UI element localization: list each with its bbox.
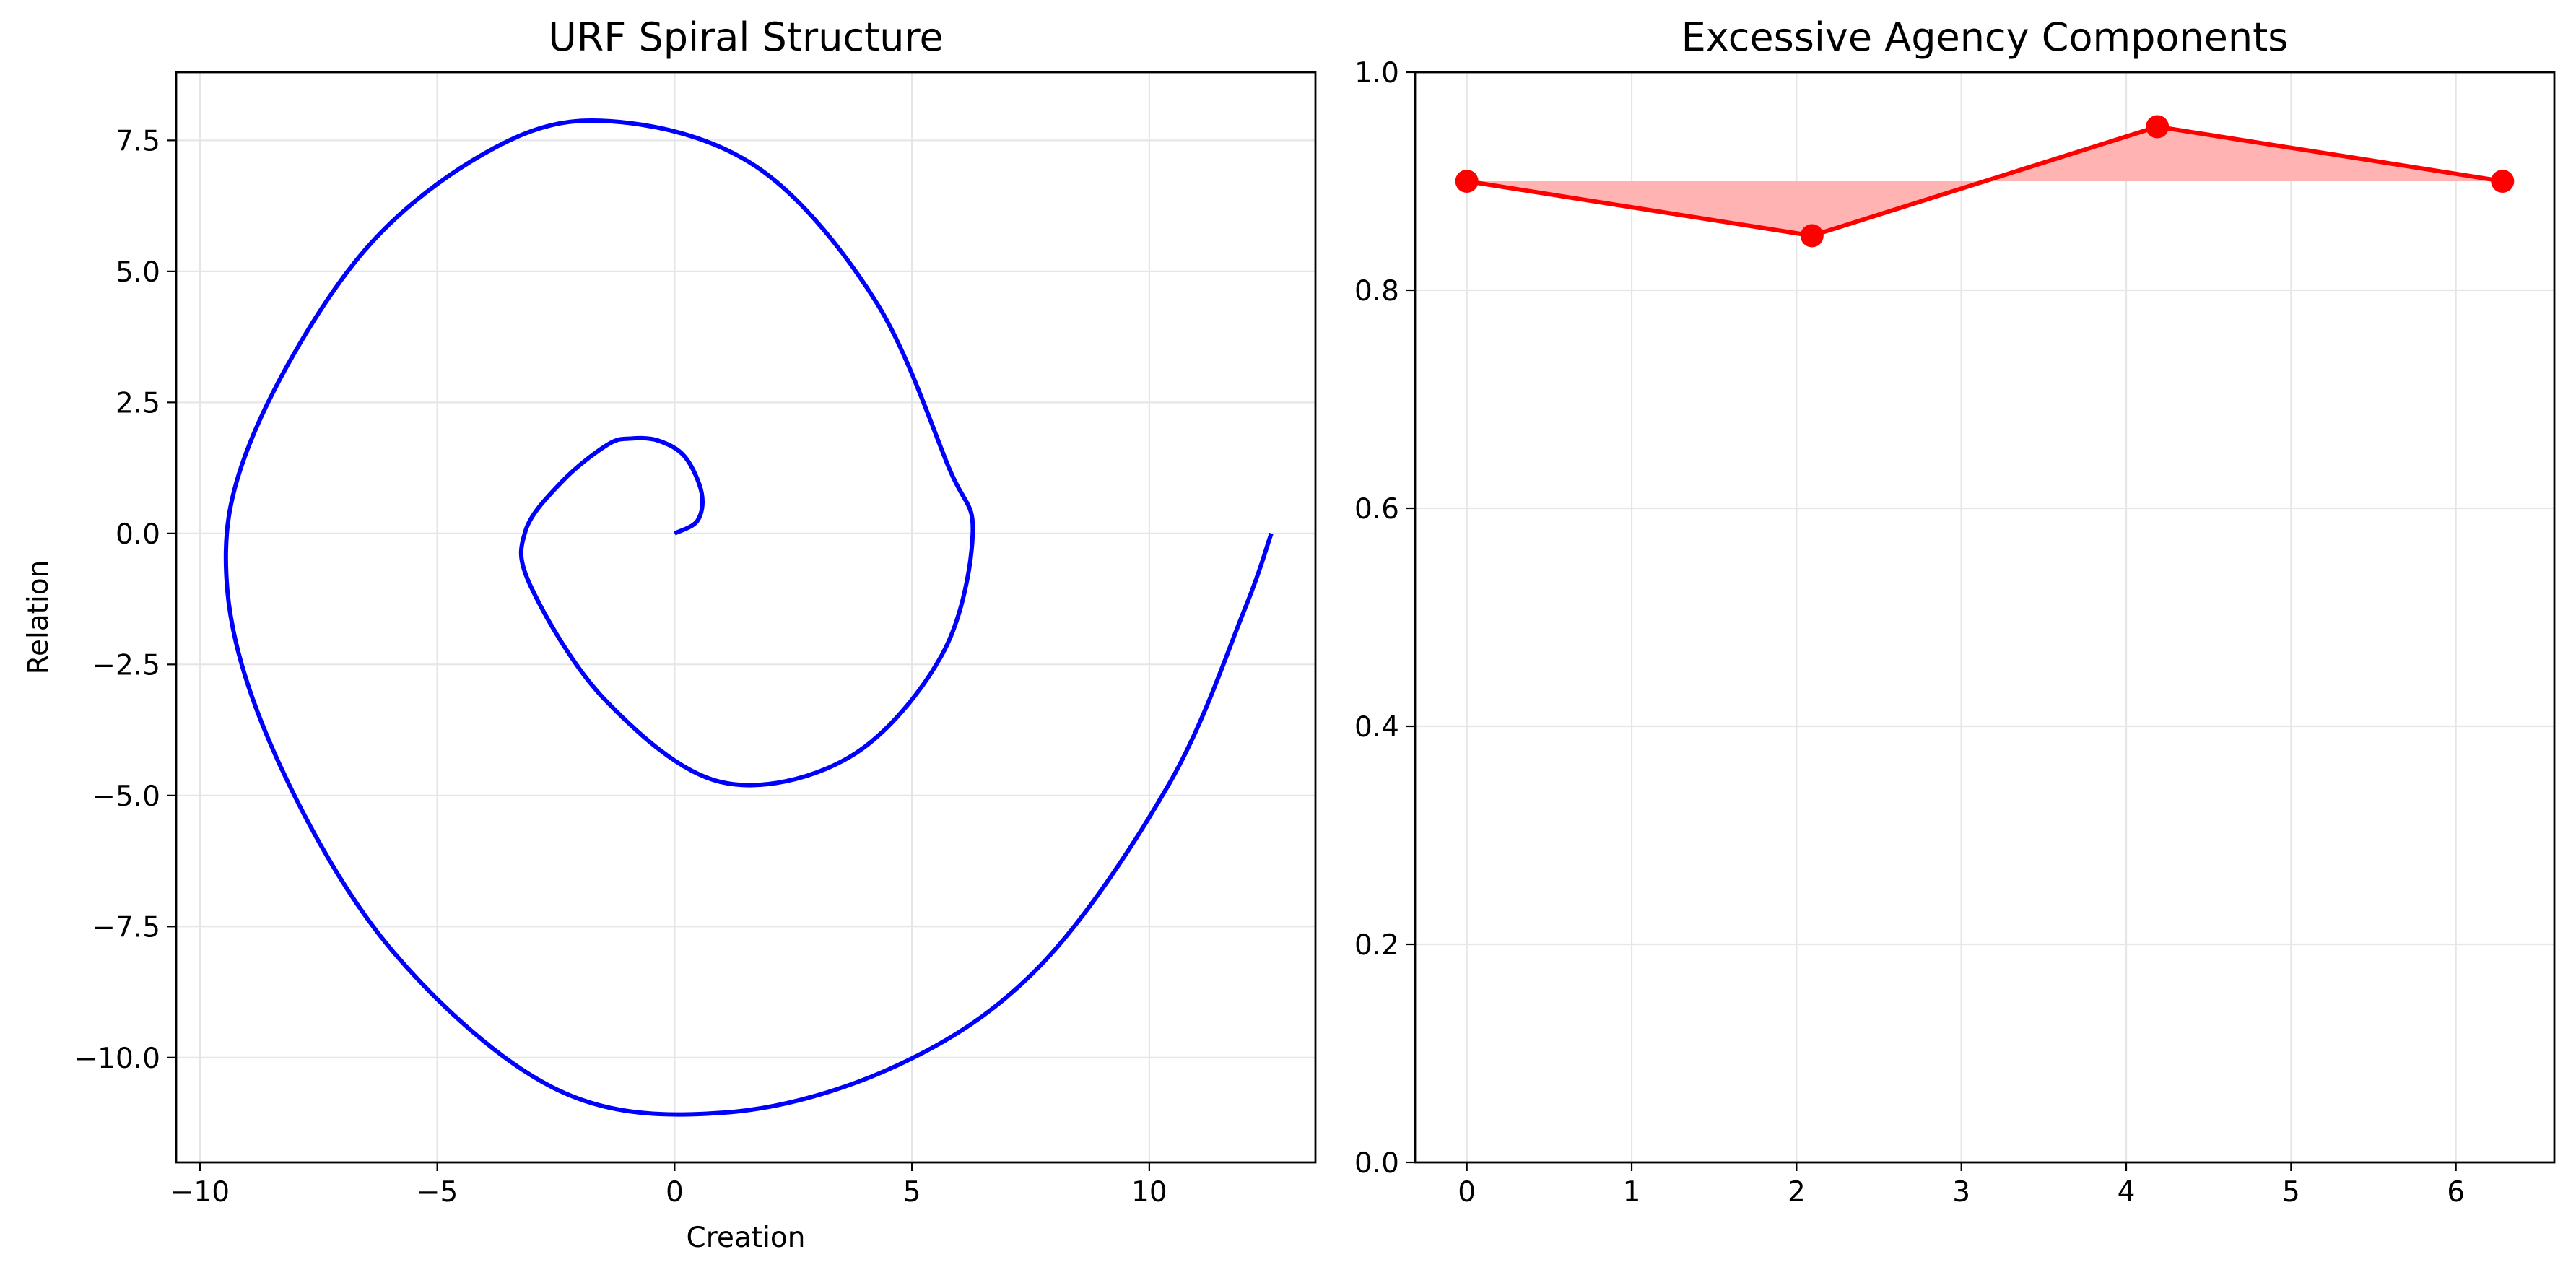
agency-x-tick-label: 6 (2447, 1176, 2465, 1209)
spiral-y-tick-label: −2.5 (92, 649, 160, 682)
agency-x-tick-label: 2 (1788, 1176, 1806, 1209)
agency-axes-frame (1414, 71, 2556, 1164)
agency-y-tick-label: 0.6 (1354, 493, 1399, 526)
spiral-x-axis-label: Creation (686, 1222, 805, 1254)
spiral-series-line (223, 118, 1274, 1117)
agency-x-tick-label: 3 (1952, 1176, 1970, 1209)
spiral-y-tick-label: −10.0 (74, 1043, 160, 1075)
spiral-y-tick-label: −7.5 (92, 911, 160, 944)
spiral-y-tick-label: 0.0 (116, 518, 160, 551)
agency-data-point (2146, 115, 2170, 139)
spiral-grid (176, 72, 1315, 1162)
agency-y-tick-label: 0.0 (1354, 1147, 1399, 1180)
spiral-x-tick-label: −10 (170, 1176, 230, 1209)
spiral-x-tick-label: −5 (417, 1176, 458, 1209)
spiral-x-tick-label: 10 (1131, 1176, 1167, 1209)
agency-data-point (1800, 224, 1824, 248)
spiral-axes-frame (175, 71, 1317, 1164)
spiral-chart: −10 −5 0 5 10 −10.0 −7.5 −5.0 −2.5 0.0 2.5 5.0 7.5 U… (22, 14, 1317, 1254)
agency-markers (1455, 115, 2515, 248)
agency-ticks: 0 1 2 3 4 5 6 0.0 0.2 0.4 0.6 0.8 1.0 (1354, 57, 2465, 1209)
agency-chart: 0 1 2 3 4 5 6 0.0 0.2 0.4 0.6 0.8 1.0 Excessive Agen… (1354, 14, 2556, 1209)
spiral-ticks: −10 −5 0 5 10 −10.0 −7.5 −5.0 −2.5 0.0 2.5 5.0 7.5 (74, 125, 1167, 1209)
spiral-chart-title: URF Spiral Structure (548, 14, 944, 60)
spiral-x-tick-label: 5 (903, 1176, 921, 1209)
agency-x-tick-label: 4 (2118, 1176, 2136, 1209)
agency-y-tick-label: 0.4 (1354, 711, 1399, 744)
spiral-y-tick-label: −5.0 (92, 780, 160, 813)
agency-y-tick-label: 1.0 (1354, 57, 1399, 90)
agency-x-tick-label: 1 (1623, 1176, 1641, 1209)
spiral-y-tick-label: 5.0 (116, 256, 160, 289)
spiral-y-tick-label: 7.5 (116, 125, 160, 157)
agency-data-point (2491, 170, 2515, 193)
agency-grid (1415, 71, 2554, 1164)
agency-y-tick-label: 0.8 (1354, 275, 1399, 308)
agency-series-line (1466, 124, 2503, 238)
agency-data-point (1455, 170, 1479, 193)
agency-x-tick-label: 5 (2282, 1176, 2300, 1209)
agency-x-tick-label: 0 (1458, 1176, 1476, 1209)
spiral-y-axis-label: Relation (22, 560, 55, 675)
agency-y-tick-label: 0.2 (1354, 929, 1399, 962)
spiral-y-tick-label: 2.5 (116, 387, 160, 419)
agency-chart-title: Excessive Agency Components (1681, 14, 2289, 60)
spiral-x-tick-label: 0 (666, 1176, 684, 1209)
